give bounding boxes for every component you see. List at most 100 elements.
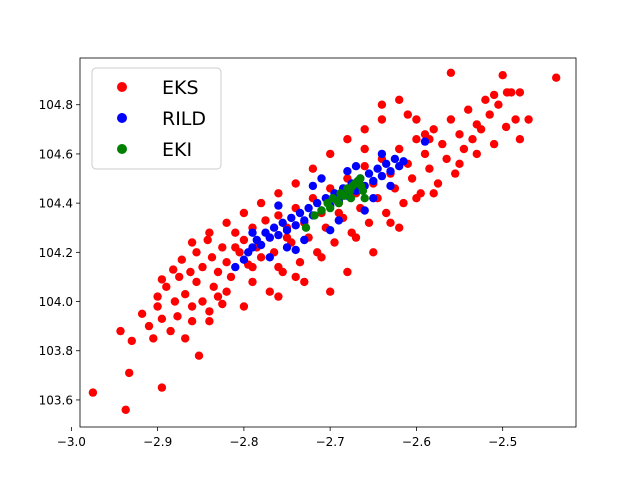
eks-point bbox=[192, 277, 201, 287]
eks-point bbox=[515, 135, 525, 144]
eks-point bbox=[429, 125, 438, 134]
eks-point bbox=[222, 287, 231, 296]
eks-point bbox=[360, 125, 369, 134]
eks-point bbox=[412, 115, 421, 124]
eks-point bbox=[308, 164, 318, 173]
rild-point bbox=[382, 159, 391, 168]
y-tick-label: 103.8 bbox=[39, 344, 73, 358]
eks-point bbox=[433, 179, 443, 188]
eks-point bbox=[265, 287, 274, 296]
eks-point bbox=[395, 144, 404, 154]
eki-point bbox=[356, 174, 365, 183]
eks-point bbox=[489, 139, 499, 149]
eks-point bbox=[149, 334, 158, 343]
eki-point bbox=[360, 194, 369, 203]
eks-point bbox=[464, 105, 473, 114]
rild-point bbox=[386, 167, 395, 176]
legend-label-eki: EKI bbox=[162, 139, 192, 161]
rild-point bbox=[377, 171, 387, 181]
eks-point bbox=[489, 90, 499, 100]
legend: EKS RILD EKI bbox=[91, 67, 222, 170]
eks-point bbox=[231, 228, 240, 237]
eks-point bbox=[472, 149, 481, 159]
rild-point bbox=[248, 243, 257, 252]
eks-point bbox=[213, 267, 223, 277]
rild-point bbox=[265, 233, 274, 242]
eks-point bbox=[399, 198, 408, 208]
eks-point bbox=[194, 351, 204, 360]
series-eki bbox=[301, 174, 369, 232]
eks-point bbox=[205, 317, 214, 326]
x-tick-label: −2.6 bbox=[402, 435, 431, 449]
eks-point bbox=[451, 169, 460, 178]
eks-point bbox=[498, 71, 507, 80]
eks-point bbox=[213, 292, 223, 301]
eks-point bbox=[261, 216, 270, 225]
rild-point bbox=[265, 253, 274, 262]
eks-point bbox=[222, 258, 231, 267]
eks-point bbox=[351, 233, 361, 242]
eks-point bbox=[226, 272, 236, 282]
y-tick-label: 103.6 bbox=[39, 393, 73, 407]
eks-point bbox=[300, 277, 309, 287]
rild-point bbox=[239, 255, 249, 264]
eks-point bbox=[425, 164, 434, 173]
eks-point bbox=[207, 253, 217, 262]
eks-point bbox=[377, 100, 387, 109]
eks-point bbox=[377, 115, 387, 124]
eks-point bbox=[239, 302, 249, 311]
eks-point bbox=[412, 194, 421, 203]
eks-point bbox=[248, 262, 257, 272]
rild-point bbox=[351, 162, 361, 171]
rild-point bbox=[373, 164, 382, 173]
rild-point bbox=[304, 203, 313, 213]
eks-point bbox=[438, 139, 447, 149]
eks-point bbox=[162, 282, 171, 291]
rild-point bbox=[399, 157, 408, 166]
eks-point bbox=[121, 405, 130, 414]
rild-point bbox=[390, 154, 400, 164]
eks-point bbox=[198, 262, 207, 272]
rild-point bbox=[326, 226, 335, 235]
eks-point bbox=[256, 253, 266, 262]
legend-marker-eki bbox=[117, 144, 127, 154]
eks-point bbox=[369, 248, 378, 257]
eks-point bbox=[173, 312, 182, 321]
eks-point bbox=[218, 243, 227, 252]
rild-point bbox=[282, 243, 292, 252]
legend-label-rild: RILD bbox=[162, 108, 206, 130]
eks-point bbox=[468, 135, 477, 144]
eks-point bbox=[153, 302, 162, 311]
eks-point bbox=[209, 282, 218, 291]
rild-point bbox=[313, 198, 322, 208]
eki-point bbox=[334, 198, 343, 208]
eks-point bbox=[181, 334, 190, 343]
eks-point bbox=[256, 198, 266, 208]
eks-point bbox=[511, 115, 520, 124]
eks-point bbox=[334, 208, 343, 218]
eki-point bbox=[357, 181, 366, 191]
plot-frame bbox=[79, 57, 577, 428]
eks-point bbox=[455, 130, 464, 139]
eks-point bbox=[137, 309, 147, 318]
eks-point bbox=[552, 73, 561, 82]
eks-point bbox=[274, 262, 283, 272]
eks-point bbox=[198, 297, 207, 306]
eks-point bbox=[507, 88, 516, 97]
rild-point bbox=[291, 221, 300, 230]
eks-point bbox=[187, 238, 197, 247]
eks-point bbox=[291, 272, 300, 282]
eks-point bbox=[175, 272, 184, 282]
eks-point bbox=[170, 297, 180, 306]
rild-point bbox=[369, 194, 378, 203]
rild-point bbox=[282, 226, 292, 235]
legend-label-eks: EKS bbox=[162, 77, 199, 99]
eks-point bbox=[291, 179, 300, 188]
legend-box bbox=[91, 67, 222, 170]
eks-point bbox=[205, 307, 214, 316]
eks-point bbox=[330, 238, 339, 247]
eks-point bbox=[157, 314, 167, 323]
eks-point bbox=[501, 122, 511, 132]
eks-point bbox=[476, 125, 486, 134]
